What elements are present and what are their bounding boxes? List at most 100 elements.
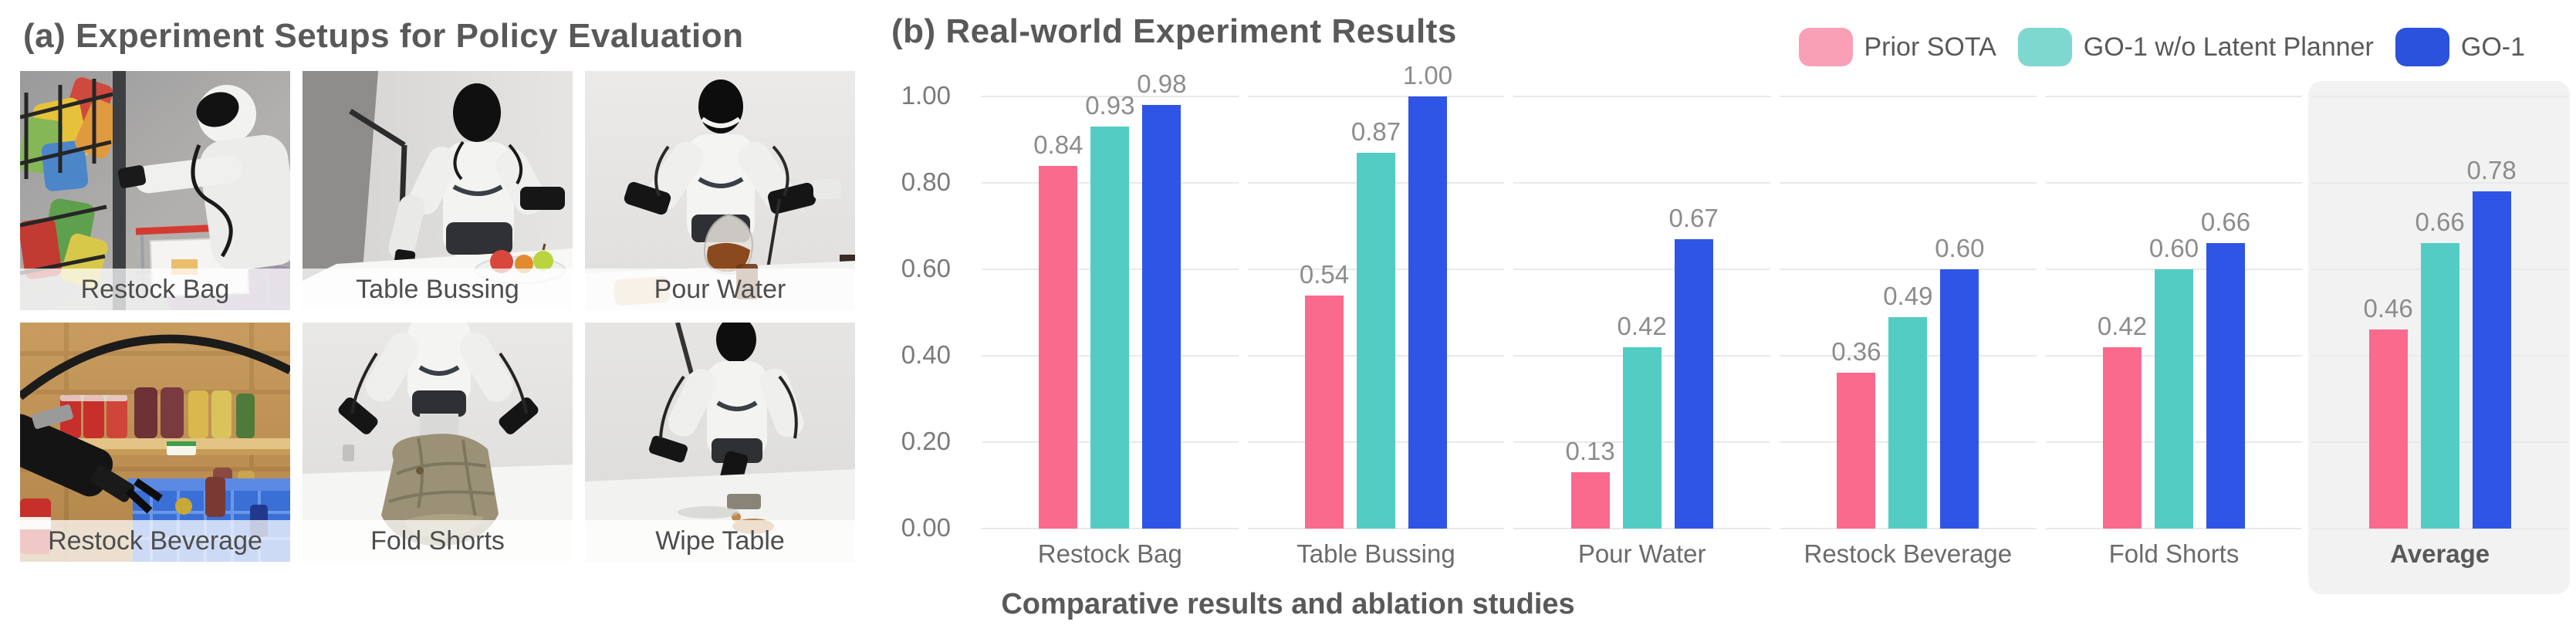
gridline bbox=[1247, 528, 1505, 529]
bar-value-label: 0.87 bbox=[1351, 117, 1401, 146]
bar-value-label: 0.93 bbox=[1085, 91, 1135, 120]
bar-go-1 bbox=[2206, 243, 2245, 529]
legend-item-label: GO-1 w/o Latent Planner bbox=[2083, 32, 2374, 62]
chart-panel-average: 0.46 0.66 0.78 Average bbox=[2307, 81, 2573, 594]
bar-prior-sota bbox=[2368, 329, 2408, 529]
legend-swatch-icon bbox=[2017, 28, 2072, 66]
chart-panel-restock-bag: 0.84 0.93 0.98 Restock Bag bbox=[977, 69, 1243, 568]
bar-value-label: 0.36 bbox=[1831, 337, 1881, 367]
photo-restock-bag: Restock Bag bbox=[20, 71, 290, 310]
category-label: Pour Water bbox=[1577, 539, 1706, 568]
photo-pour-water: Pour Water bbox=[585, 71, 855, 310]
gridline bbox=[2045, 441, 2303, 443]
bar-value-label: 0.60 bbox=[1935, 234, 1985, 262]
bar-prior-sota bbox=[1570, 472, 1610, 529]
photo-label: Table Bussing bbox=[303, 269, 573, 310]
bar-value-label: 0.66 bbox=[2415, 208, 2465, 237]
bar-value-label: 0.78 bbox=[2466, 156, 2517, 185]
right-section-title: (b) Real-world Experiment Results bbox=[891, 12, 1457, 50]
gridline bbox=[1780, 441, 2037, 443]
gridline bbox=[2311, 96, 2568, 97]
gridline bbox=[2045, 182, 2303, 184]
gridline bbox=[1247, 441, 1505, 443]
bar-value-label: 0.60 bbox=[2148, 234, 2199, 262]
bar-value-label: 0.66 bbox=[2200, 208, 2251, 237]
gridline bbox=[1513, 528, 1770, 529]
gridline bbox=[1780, 96, 2037, 97]
bar-value-label: 0.46 bbox=[2363, 294, 2413, 323]
gridline bbox=[2311, 528, 2568, 529]
gridline bbox=[2311, 355, 2568, 356]
gridline bbox=[982, 182, 1239, 184]
bar-value-label: 0.67 bbox=[1668, 203, 1719, 232]
bar-prior-sota bbox=[1304, 295, 1344, 529]
photo-restock-beverage: Restock Beverage bbox=[20, 323, 290, 562]
bar-prior-sota bbox=[1039, 165, 1078, 529]
bar-prior-sota bbox=[1837, 373, 1876, 529]
gridline bbox=[2311, 182, 2568, 184]
chart-panel-table-bussing: 0.54 0.87 1.00 Table Bussing bbox=[1243, 61, 1509, 568]
left-section-title: (a) Experiment Setups for Policy Evaluat… bbox=[23, 17, 744, 55]
bar-go-1-w-o-latent-planner bbox=[1090, 127, 1130, 529]
average-highlight bbox=[2308, 81, 2570, 594]
bar-value-label: 0.84 bbox=[1033, 130, 1083, 159]
gridline bbox=[982, 528, 1239, 529]
bar-go-1 bbox=[1674, 238, 1713, 529]
bar-value-label: 0.42 bbox=[1617, 311, 1667, 340]
gridline bbox=[982, 96, 1239, 97]
photo-label: Wipe Table bbox=[585, 520, 855, 562]
photo-label: Fold Shorts bbox=[303, 520, 573, 562]
photo-label: Pour Water bbox=[585, 269, 855, 310]
bar-value-label: 0.54 bbox=[1299, 259, 1350, 289]
gridline bbox=[1247, 182, 1505, 184]
legend-item-go-1: GO-1 bbox=[2395, 28, 2525, 66]
legend-item-prior-sota: Prior SOTA bbox=[1798, 28, 1996, 66]
bar-go-1-w-o-latent-planner bbox=[1888, 316, 1928, 529]
gridline bbox=[1247, 355, 1505, 356]
bar-value-label: 0.98 bbox=[1137, 69, 1187, 99]
legend-swatch-icon bbox=[1798, 28, 1853, 66]
bar-go-1 bbox=[1940, 269, 1979, 529]
chart-panel-pour-water: 0.13 0.42 0.67 Pour Water bbox=[1509, 96, 1775, 568]
gridline bbox=[1247, 96, 1505, 97]
figure-caption: Comparative results and ablation studies bbox=[1001, 588, 1575, 620]
photo-table-bussing: Table Bussing bbox=[303, 71, 573, 310]
gridline bbox=[2045, 96, 2303, 97]
gridline bbox=[982, 355, 1239, 356]
gridline bbox=[1247, 269, 1505, 270]
legend-swatch-icon bbox=[2395, 28, 2449, 66]
gridline bbox=[2311, 269, 2568, 270]
category-label: Restock Bag bbox=[1037, 539, 1182, 568]
bar-go-1 bbox=[1408, 96, 1447, 529]
photo-fold-shorts: Fold Shorts bbox=[303, 323, 573, 562]
photo-label: Restock Beverage bbox=[20, 520, 290, 562]
gridline bbox=[1513, 441, 1770, 443]
gridline bbox=[982, 269, 1239, 270]
chart-legend: Prior SOTA GO-1 w/o Latent Planner GO-1 bbox=[1798, 28, 2525, 66]
photo-label: Restock Bag bbox=[20, 269, 290, 310]
category-label: Fold Shorts bbox=[2108, 539, 2240, 568]
gridline bbox=[1513, 96, 1770, 97]
bar-go-1-w-o-latent-planner bbox=[1622, 346, 1662, 529]
bar-go-1-w-o-latent-planner bbox=[2154, 269, 2193, 529]
chart-panel-fold-shorts: 0.42 0.60 0.66 Fold Shorts bbox=[2041, 96, 2307, 568]
gridline bbox=[1780, 355, 2037, 356]
gridline bbox=[982, 441, 1239, 443]
gridline bbox=[1513, 355, 1770, 356]
legend-item-label: Prior SOTA bbox=[1864, 32, 1996, 62]
bar-value-label: 1.00 bbox=[1402, 61, 1453, 90]
gridline bbox=[2045, 269, 2303, 270]
bar-prior-sota bbox=[2102, 346, 2142, 529]
gridline bbox=[2311, 441, 2568, 443]
category-label: Restock Beverage bbox=[1804, 539, 2013, 568]
category-label: Table Bussing bbox=[1296, 539, 1455, 568]
category-label: Average bbox=[2390, 539, 2490, 568]
gridline bbox=[2045, 528, 2303, 529]
bar-value-label: 0.49 bbox=[1883, 281, 1933, 310]
gridline bbox=[1513, 182, 1770, 184]
legend-item-label: GO-1 bbox=[2460, 32, 2525, 62]
legend-item-go-1-w-o-latent-planner: GO-1 w/o Latent Planner bbox=[2017, 28, 2374, 66]
bar-value-label: 0.13 bbox=[1565, 437, 1615, 466]
experiment-setup-grid: Restock Bag bbox=[20, 71, 855, 562]
gridline bbox=[1780, 269, 2037, 270]
